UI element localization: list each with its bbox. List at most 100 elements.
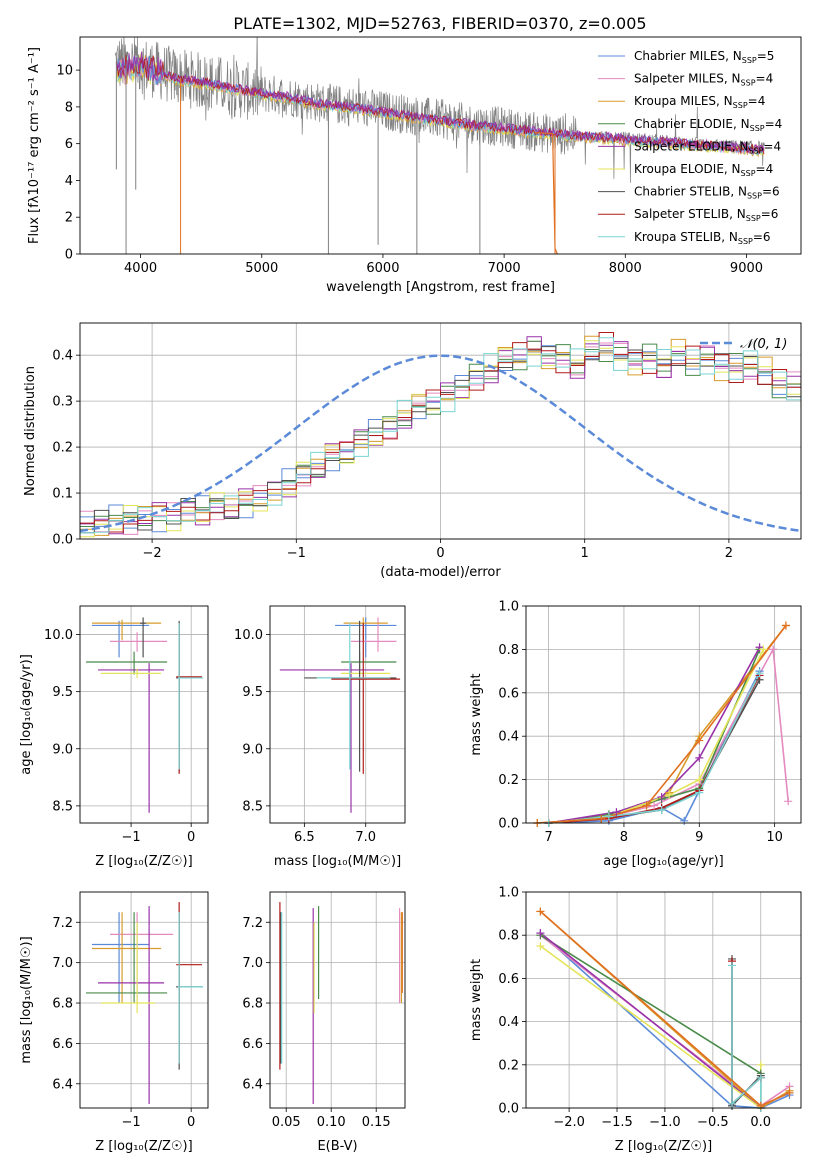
x-tick-label: −1: [121, 830, 140, 845]
legend-label: Kroupa STELIB, NSSP=6: [634, 230, 771, 246]
y-tick-label: 6.6: [242, 1037, 263, 1052]
x-axis-label: (data-model)/error: [380, 565, 501, 580]
y-tick-label: 7.0: [52, 956, 73, 971]
y-tick-label: 10.0: [234, 628, 263, 643]
model-spectrum-c4: [115, 51, 765, 154]
axes-frame: [525, 605, 802, 824]
y-tick-label: 9.0: [242, 742, 263, 757]
weight-marker: [536, 907, 545, 916]
weight-marker: [665, 790, 674, 799]
weight-line-c4: [539, 932, 762, 1108]
panel-age-Z: −1 0 8.5 9.0 9.5 10.0 Z [log₁₀(Z/Z☉)] age [log₁…: [19, 605, 209, 869]
weight-marker: [604, 812, 613, 821]
panel-age-mass: 6.5 7.0 8.5 9.0 9.5 10.0 mass [log₁₀(M/M☉)]: [234, 605, 406, 869]
x-tick-label: −2: [143, 546, 162, 561]
observed-spectrum: [114, 37, 765, 183]
x-tick-label: 5000: [245, 261, 278, 276]
y-tick-label: 6.8: [242, 997, 263, 1012]
weight-marker: [657, 805, 666, 814]
y-axis-label: mass [log₁₀(M/M☉)]: [19, 936, 34, 1063]
panel-residuals: −2 −1 0 1 2 0.0 0.1 0.2 0.3 0.4 (data-model)/error…: [23, 322, 802, 580]
y-tick-label: 6.4: [52, 1077, 73, 1092]
x-tick-label: −0.5: [697, 1115, 729, 1130]
y-axis-label: age [log₁₀(age/yr)]: [19, 654, 34, 775]
histogram-c7: [80, 332, 801, 533]
weight-marker: [680, 816, 689, 825]
y-tick-label: 0.2: [498, 773, 519, 788]
plot-area: [86, 902, 204, 1104]
x-tick-label: 8: [620, 830, 628, 845]
y-axis-label: mass weight: [469, 959, 484, 1041]
legend-label: Kroupa MILES, NSSP=4: [634, 94, 765, 110]
x-axis-label: Z [log₁₀(Z/Z☉)]: [95, 854, 192, 869]
x-tick-label: 0: [436, 546, 444, 561]
x-tick-label: 7.0: [355, 830, 376, 845]
y-tick-label: 0.2: [52, 441, 73, 456]
axes-frame: [269, 605, 406, 824]
plot-area: [114, 37, 765, 254]
weight-marker: [657, 792, 666, 801]
y-tick-label: 0.0: [498, 817, 519, 832]
y-tick-label: 10: [56, 64, 73, 79]
y-tick-label: 9.0: [52, 742, 73, 757]
x-tick-label: 0: [187, 830, 195, 845]
weight-line-c5: [539, 945, 762, 1108]
x-axis-label: age [log₁₀(age/yr)]: [603, 854, 724, 869]
y-tick-label: 9.5: [242, 685, 263, 700]
legend: Chabrier MILES, NSSP=5 Salpeter MILES, NS…: [598, 49, 782, 246]
y-tick-label: 7.2: [242, 916, 263, 931]
y-tick-label: 1.0: [498, 600, 519, 615]
y-tick-label: 6.8: [52, 997, 73, 1012]
weight-line-c0: [539, 932, 790, 1108]
y-tick-label: 2: [65, 211, 73, 226]
x-tick-label: −1: [287, 546, 306, 561]
x-axis-label: E(B-V): [317, 1139, 357, 1154]
y-tick-label: 8.5: [52, 799, 73, 814]
axes-frame: [525, 891, 802, 1109]
histogram-c8: [80, 337, 801, 534]
legend-label: 𝒩(0, 1): [740, 337, 787, 352]
plot-area: [279, 617, 401, 813]
x-tick-label: 0.10: [317, 1115, 346, 1130]
legend-label: Salpeter MILES, NSSP=4: [634, 72, 773, 88]
legend-label: Salpeter STELIB, NSSP=6: [634, 207, 778, 223]
figure-title: PLATE=1302, MJD=52763, FIBERID=0370, z=0…: [233, 14, 646, 33]
weight-marker: [756, 1101, 765, 1110]
panel-weight-age: 7 8 9 10 0.0 0.2 0.4 0.6 0.8 1.0 age [log₁₀(age/yr…: [469, 600, 802, 869]
axes-frame: [79, 891, 209, 1109]
weight-marker: [769, 645, 778, 654]
weight-marker: [695, 788, 704, 797]
x-axis-label: Z [log₁₀(Z/Z☉)]: [615, 1139, 712, 1154]
histogram-c1: [80, 341, 801, 535]
histogram-c6: [80, 346, 801, 534]
weight-marker: [642, 801, 651, 810]
plot-area: [86, 617, 204, 813]
y-tick-label: 0.3: [52, 395, 73, 410]
x-tick-label: 0.0: [750, 1115, 771, 1130]
y-tick-label: 8: [65, 100, 73, 115]
weight-marker: [781, 621, 790, 630]
weight-marker: [536, 942, 545, 950]
y-tick-label: 0.6: [498, 972, 519, 987]
y-tick-label: 0.4: [498, 1015, 519, 1030]
y-axis-label: Flux [fλ10⁻¹⁷ erg cm⁻² s⁻¹ A⁻¹]: [27, 47, 42, 244]
plot-area: [80, 332, 801, 538]
weight-marker: [612, 808, 621, 817]
x-tick-label: 4000: [124, 261, 157, 276]
x-tick-label: 7000: [488, 261, 521, 276]
x-tick-label: 1: [581, 546, 589, 561]
panel-spectrum: 4000 5000 6000 7000 8000 9000 0 2 4 6 8 10 wavelengt…: [27, 36, 802, 295]
y-tick-label: 0.0: [498, 1102, 519, 1117]
x-tick-label: 0.15: [362, 1115, 391, 1130]
y-tick-label: 9.5: [52, 685, 73, 700]
y-tick-label: 0: [65, 248, 73, 263]
x-axis-label: mass [log₁₀(M/M☉)]: [274, 854, 401, 869]
panel-weight-Z: −2.0 −1.5 −1.0 −0.5 0.0 0.0 0.2 0.4 0.6 0.8 1.0 Z […: [469, 886, 802, 1154]
weight-marker: [756, 1073, 765, 1082]
x-tick-label: 7: [544, 830, 552, 845]
y-tick-label: 0.1: [52, 487, 73, 502]
histogram-c5: [80, 340, 801, 538]
weight-line-c3: [539, 934, 762, 1075]
x-axis-label: Z [log₁₀(Z/Z☉)]: [95, 1139, 192, 1154]
